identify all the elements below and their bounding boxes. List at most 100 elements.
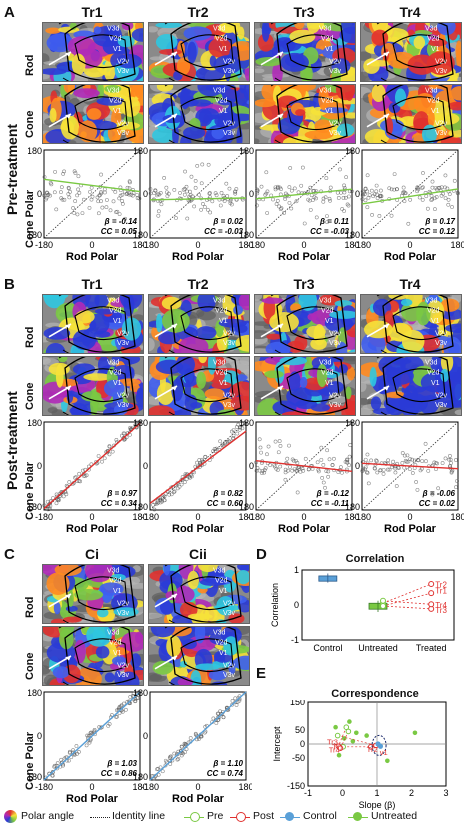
- area-label-v1: V1: [325, 108, 334, 115]
- area-label-v3v: V3v: [117, 130, 130, 137]
- beta-value: β = 1.03: [106, 759, 137, 768]
- e-control-point: [377, 743, 384, 749]
- area-label-v1: V1: [431, 380, 440, 387]
- area-label-v3d: V3d: [107, 88, 120, 95]
- e-untreated-point: [347, 719, 352, 724]
- d-pre-point: [380, 603, 386, 610]
- area-label-v1: V1: [219, 650, 228, 657]
- e-y-label: Intercept: [272, 726, 282, 762]
- fit-line: [43, 691, 141, 781]
- area-label-v2d: V2d: [427, 307, 440, 314]
- area-label-v1: V1: [431, 46, 440, 53]
- area-label-v3v: V3v: [329, 68, 342, 75]
- legend-pre: Pre: [207, 810, 224, 822]
- area-label-v3v: V3v: [223, 402, 236, 409]
- x-axis-label: Rod Polar: [278, 523, 331, 534]
- y-axis-label-a: Cone Polar: [24, 189, 36, 248]
- area-label-v2v: V2v: [117, 663, 130, 670]
- area-label-v3d: V3d: [425, 360, 438, 367]
- panel-c-letter: C: [4, 546, 15, 563]
- area-label-v2d: V2d: [427, 369, 440, 376]
- x-tick-label: 0: [301, 240, 306, 250]
- rod-map-c-ci: V3d V2d V1 V2v V3v: [42, 564, 144, 624]
- correlation-plot: 1 0 -1 Correlation Control Untreated Treated Tr…: [268, 565, 468, 666]
- area-label-v1: V1: [219, 588, 228, 595]
- row-label-cone-a: Cone: [24, 110, 36, 139]
- identity-line: [43, 149, 141, 239]
- x-tick-label: 0: [89, 240, 94, 250]
- rod-map-b-tr4: V3d V2d V1 V2v V3v: [360, 294, 462, 354]
- control-cluster-ellipse: [371, 734, 387, 756]
- y-tick-label: 180: [28, 688, 42, 698]
- fit-line: [255, 460, 353, 472]
- area-label-v2v: V2v: [329, 393, 342, 400]
- row-label-rod-a: Rod: [24, 54, 36, 76]
- area-label-v1: V1: [325, 318, 334, 325]
- x-tick-label: 0: [195, 782, 200, 792]
- area-label-v2d: V2d: [215, 97, 228, 104]
- d-point-label: Tr4: [435, 601, 447, 610]
- x-tick-label: 0: [301, 512, 306, 522]
- area-label-v3v: V3v: [435, 340, 448, 347]
- column-title-c-ci: Ci: [85, 546, 99, 562]
- area-label-v3d: V3d: [107, 630, 120, 637]
- x-axis-label: Rod Polar: [384, 523, 437, 534]
- legend-post: Post: [253, 810, 275, 822]
- area-label-v1: V1: [113, 46, 122, 53]
- x-tick-label: 180: [238, 240, 252, 250]
- area-label-v1: V1: [219, 380, 228, 387]
- x-tick-label: 180: [344, 240, 358, 250]
- y-tick-label: -180: [134, 230, 148, 240]
- x-tick-label: -180: [141, 782, 159, 792]
- e-y-tick: 50: [295, 725, 305, 735]
- area-label-v3v: V3v: [435, 130, 448, 137]
- column-title-b-tr4: Tr4: [399, 276, 421, 292]
- polar-angle-color-wheel-icon: [4, 810, 17, 823]
- legend-polar-angle: Polar angle: [21, 810, 75, 822]
- e-point-label: Tr2: [367, 745, 378, 754]
- area-label-v3d: V3d: [425, 26, 438, 33]
- x-axis-label: Rod Polar: [172, 251, 225, 262]
- area-label-v1: V1: [113, 650, 122, 657]
- x-tick-label: 0: [89, 512, 94, 522]
- x-tick-label: 0: [407, 512, 412, 522]
- y-tick-label: 0: [37, 189, 42, 199]
- fit-line: [149, 197, 247, 201]
- identity-line: [149, 149, 247, 239]
- y-tick-label: 180: [134, 418, 148, 428]
- row-label-cone-b: Cone: [24, 382, 36, 411]
- area-label-v2v: V2v: [223, 121, 236, 128]
- area-label-v2d: V2d: [215, 639, 228, 646]
- untreated-dot-icon: [353, 812, 362, 821]
- area-label-v2d: V2d: [215, 369, 228, 376]
- y-tick-label: 0: [355, 189, 360, 199]
- area-label-v2d: V2d: [109, 35, 122, 42]
- x-tick-label: 180: [132, 782, 146, 792]
- e-pre-point: [343, 724, 350, 731]
- area-label-v3d: V3d: [107, 298, 120, 305]
- e-x-tick: 3: [443, 788, 448, 798]
- area-label-v2d: V2d: [321, 35, 334, 42]
- cone-map-c-cii: V3d V2d V1 V2v V3v: [148, 626, 250, 686]
- beta-value: β = 0.82: [212, 489, 243, 498]
- d-x-tick: Control: [313, 643, 342, 653]
- area-label-v3v: V3v: [117, 340, 130, 347]
- rod-map-b-tr1: V3d V2d V1 V2v V3v: [42, 294, 144, 354]
- beta-value: β = 0.97: [106, 489, 137, 498]
- x-axis-label: Rod Polar: [172, 523, 225, 534]
- area-label-v2v: V2v: [117, 59, 130, 66]
- x-tick-label: 0: [407, 240, 412, 250]
- area-label-v3v: V3v: [223, 130, 236, 137]
- area-label-v3v: V3v: [223, 340, 236, 347]
- area-label-v2d: V2d: [321, 369, 334, 376]
- y-axis-label-b: Cone Polar: [24, 461, 36, 520]
- x-axis-label: Rod Polar: [384, 251, 437, 262]
- panel-a-letter: A: [4, 4, 15, 21]
- area-label-v2d: V2d: [215, 307, 228, 314]
- d-point-label: Tr1: [435, 586, 447, 595]
- area-label-v2v: V2v: [223, 59, 236, 66]
